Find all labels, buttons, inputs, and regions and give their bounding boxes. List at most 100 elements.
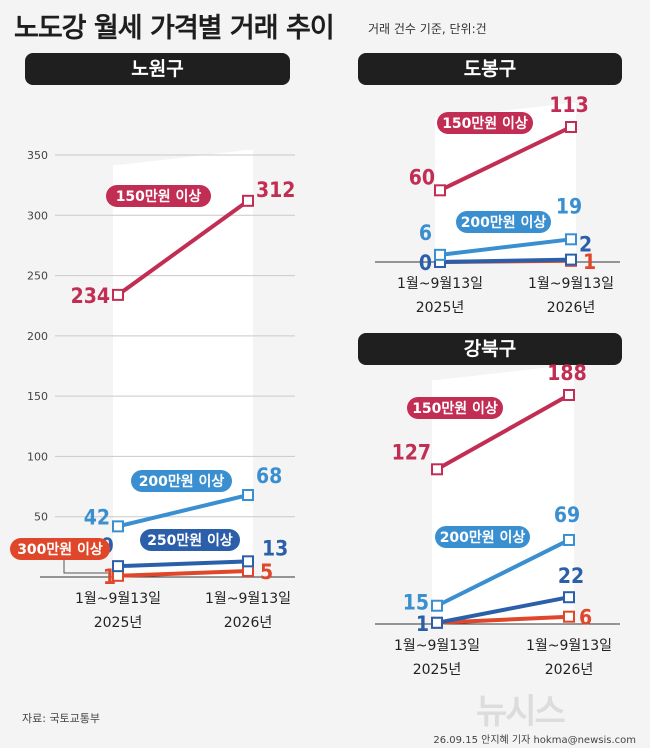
source-note: 자료: 국토교통부 xyxy=(22,712,101,725)
unit-note: 거래 건수 기준, 단위:건 xyxy=(368,22,487,36)
y-tick-label: 300 xyxy=(27,209,48,222)
x-tick-label: 1월~9월13일 xyxy=(397,276,483,292)
x-tick-label: 2025년 xyxy=(413,662,462,678)
x-tick-label: 1월~9월13일 xyxy=(205,591,291,607)
data-point xyxy=(434,184,446,197)
page-title: 노도강 월세 가격별 거래 추이 xyxy=(14,13,335,44)
legend-tag-bg xyxy=(131,470,232,492)
legend-tag-label: 300만원 이상 xyxy=(17,541,103,558)
data-label: 1 xyxy=(416,612,429,636)
x-tick-label: 2026년 xyxy=(224,615,273,631)
legend-tag-bg xyxy=(106,185,211,207)
watermark-logo: 뉴시스 xyxy=(476,692,566,732)
credit-line: 26.09.15 안지혜 기자 hokma@newsis.com xyxy=(433,735,636,746)
panel-title-gangbuk: 강북구 xyxy=(358,333,622,365)
data-point xyxy=(565,233,577,246)
legend-tag: 250만원 이상 xyxy=(140,529,240,551)
data-label: 6 xyxy=(579,606,592,630)
data-label: 22 xyxy=(558,564,584,588)
y-tick-label: 50 xyxy=(34,511,48,524)
data-label: 15 xyxy=(403,591,429,615)
series-line xyxy=(116,198,250,297)
legend-tag-bg xyxy=(407,397,503,419)
data-label: 19 xyxy=(556,194,582,218)
data-point xyxy=(431,616,443,629)
panel-title-nowon: 노원구 xyxy=(25,53,290,85)
data-point xyxy=(563,591,575,604)
data-point xyxy=(563,533,575,546)
data-point xyxy=(563,389,575,401)
series-line xyxy=(435,537,571,608)
x-tick-label: 2025년 xyxy=(416,300,465,316)
series-line xyxy=(116,559,250,569)
data-point xyxy=(565,121,577,133)
legend-tag: 150만원 이상 xyxy=(106,185,211,207)
data-point xyxy=(242,194,254,207)
data-point xyxy=(112,520,124,533)
data-label: 113 xyxy=(549,93,588,117)
series-line xyxy=(435,393,571,472)
series-line xyxy=(438,237,573,257)
leader-line xyxy=(63,560,108,574)
data-label: 69 xyxy=(554,503,580,527)
data-label: 234 xyxy=(71,284,110,308)
data-label: 312 xyxy=(256,178,295,202)
legend-tag: 200만원 이상 xyxy=(435,526,530,548)
series-line xyxy=(438,257,573,264)
x-tick-label: 1월~9월13일 xyxy=(528,276,614,292)
x-tick-label: 1월~9월13일 xyxy=(75,591,161,607)
series-line xyxy=(116,493,250,529)
legend-tag-bg xyxy=(140,529,240,551)
data-point xyxy=(242,555,254,568)
data-point xyxy=(565,253,577,266)
series-line xyxy=(435,614,571,625)
data-label: 42 xyxy=(84,505,110,529)
y-tick-label: 350 xyxy=(27,149,48,162)
x-tick-label: 2026년 xyxy=(545,662,594,678)
data-point xyxy=(563,610,575,623)
data-point xyxy=(431,599,443,612)
legend-tag-bg xyxy=(435,526,530,548)
y-tick-label: 100 xyxy=(27,450,48,463)
legend-tag-label: 200만원 이상 xyxy=(440,529,526,546)
legend-tag-label: 250만원 이상 xyxy=(147,532,233,549)
legend-tag-label: 200만원 이상 xyxy=(461,214,547,231)
series-line xyxy=(116,568,250,578)
legend-tag: 300만원 이상 xyxy=(10,538,110,560)
x-tick-label: 2026년 xyxy=(547,300,596,316)
data-label: 127 xyxy=(392,440,431,464)
legend-tag: 200만원 이상 xyxy=(456,211,551,233)
data-label: 2 xyxy=(579,233,592,257)
data-point xyxy=(242,489,254,502)
y-tick-label: 250 xyxy=(27,270,48,283)
data-label: 6 xyxy=(419,221,432,245)
series-line xyxy=(438,125,573,193)
legend-tag-label: 200만원 이상 xyxy=(139,473,225,490)
legend-tag: 150만원 이상 xyxy=(407,397,503,419)
y-tick-label: 200 xyxy=(27,330,48,343)
data-label: 5 xyxy=(260,560,273,584)
data-label: 1 xyxy=(583,250,596,274)
y-tick-label: 150 xyxy=(27,390,48,403)
legend-tag-label: 150만원 이상 xyxy=(412,400,498,417)
data-label: 68 xyxy=(256,464,282,488)
legend-tag: 200만원 이상 xyxy=(131,470,232,492)
data-label: 60 xyxy=(409,165,435,189)
band-2 xyxy=(437,365,569,624)
data-label: 0 xyxy=(419,251,432,275)
data-point xyxy=(112,288,124,301)
data-label: 188 xyxy=(547,361,586,385)
legend-tag-label: 150만원 이상 xyxy=(442,115,528,132)
legend-tag-bg xyxy=(456,211,551,233)
series-line xyxy=(435,595,571,625)
data-point xyxy=(431,463,443,476)
data-label: 13 xyxy=(262,536,288,560)
data-point xyxy=(242,564,254,577)
data-point xyxy=(434,248,446,261)
x-tick-label: 2025년 xyxy=(94,615,143,631)
data-point xyxy=(112,560,124,573)
legend-tag: 150만원 이상 xyxy=(437,112,533,134)
legend-tag-bg xyxy=(10,538,110,560)
data-label: 1 xyxy=(103,565,116,589)
